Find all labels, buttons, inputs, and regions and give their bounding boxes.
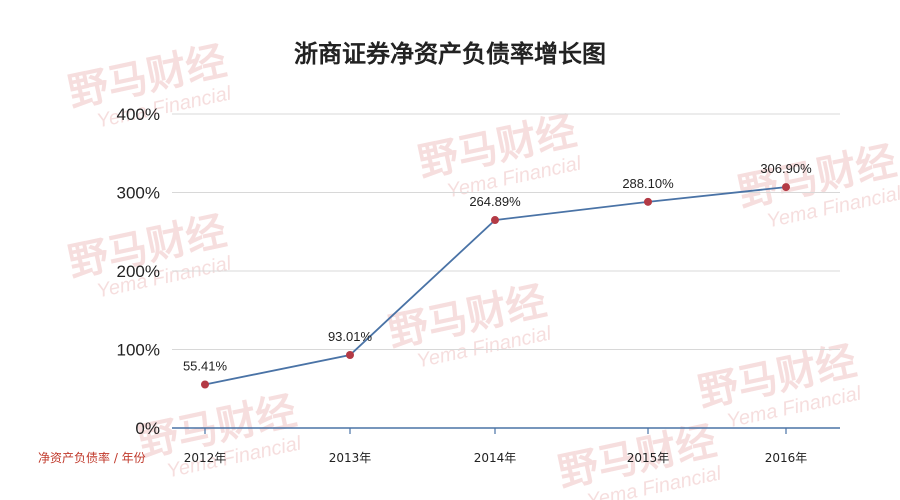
data-point [491,216,499,225]
x-tick-label: 2012年 [184,451,227,465]
x-axis-caption: 净资产负债率 / 年份 [38,450,146,465]
x-tick-label: 2013年 [329,451,372,465]
y-tick-label: 100% [117,341,160,360]
data-point [346,350,354,359]
chart-title: 浙商证券净资产负债率增长图 [294,40,606,68]
data-point [644,197,652,206]
data-label: 264.89% [469,194,521,209]
data-label: 306.90% [760,161,812,176]
series-layer [201,183,790,389]
labels-layer: 0% 100% 200% 300% 400% 2012年 2013年 2014年 2015年 20… [117,105,813,465]
data-point [782,183,790,192]
x-tick-label: 2014年 [474,451,517,465]
x-tick-label: 2015年 [627,451,670,465]
x-tick-label: 2016年 [765,451,808,465]
data-label: 288.10% [622,176,674,191]
axis-layer [172,427,840,434]
y-tick-label: 0% [135,419,160,438]
data-label: 55.41% [183,359,228,374]
y-tick-label: 400% [117,105,160,124]
y-tick-label: 300% [117,184,160,203]
data-point [201,380,209,389]
data-label: 93.01% [328,329,373,344]
y-tick-label: 200% [117,262,160,281]
